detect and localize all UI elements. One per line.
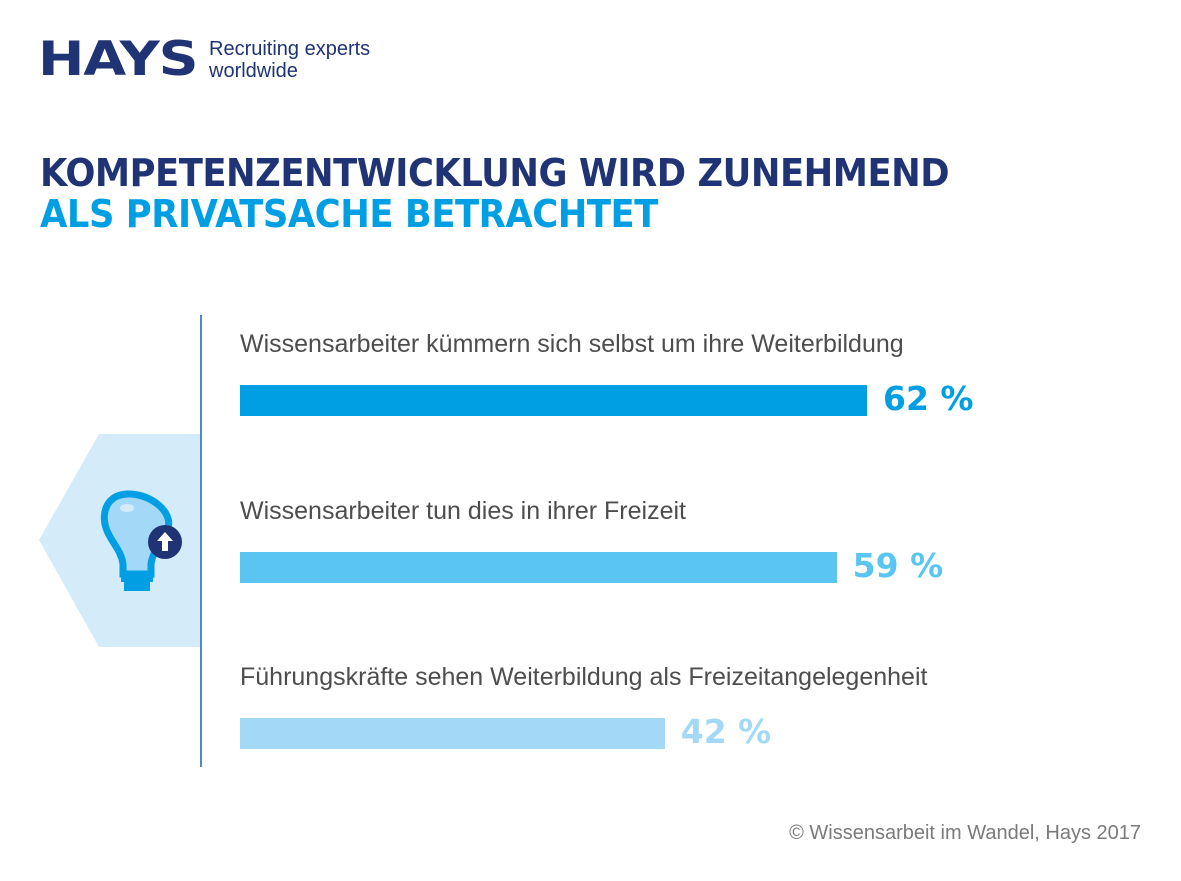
value-label: 59 % [852, 546, 944, 585]
category-label: Wissensarbeiter tun dies in ihrer Freize… [240, 497, 686, 525]
value-label: 62 % [883, 379, 974, 418]
tagline-line2: worldwide [209, 60, 298, 82]
lightbulb-up-arrow-icon [39, 434, 201, 647]
category-label: Führungskräfte sehen Weiterbildung als F… [240, 663, 928, 691]
bar [240, 385, 867, 416]
tagline-line1: Recruiting experts [209, 38, 371, 60]
bar [240, 718, 665, 749]
title-line2: ALS PRIVATSACHE BETRACHTET [40, 192, 658, 236]
axis-line [200, 315, 202, 767]
source-note: © Wissensarbeit im Wandel, Hays 2017 [789, 822, 1141, 844]
value-label: 42 % [680, 712, 772, 751]
hays-logo: HAYS [38, 32, 199, 87]
category-label: Wissensarbeiter kümmern sich selbst um i… [240, 330, 904, 358]
logo-tagline: Recruiting experts worldwide [209, 38, 370, 82]
title-line1: KOMPETENZENTWICKLUNG WIRD ZUNEHMEND [40, 151, 950, 195]
bar [240, 552, 837, 583]
